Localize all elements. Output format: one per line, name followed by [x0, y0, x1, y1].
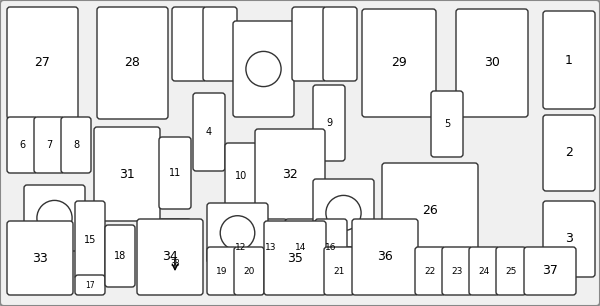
- FancyBboxPatch shape: [255, 219, 287, 277]
- FancyBboxPatch shape: [207, 247, 237, 295]
- Text: 28: 28: [125, 57, 140, 69]
- FancyBboxPatch shape: [7, 117, 37, 173]
- Text: 37: 37: [542, 264, 558, 278]
- FancyBboxPatch shape: [323, 7, 357, 81]
- FancyBboxPatch shape: [159, 219, 191, 277]
- FancyBboxPatch shape: [543, 201, 595, 277]
- FancyBboxPatch shape: [172, 7, 206, 81]
- Text: 32: 32: [282, 169, 298, 181]
- FancyBboxPatch shape: [382, 163, 478, 259]
- FancyBboxPatch shape: [415, 247, 445, 295]
- FancyBboxPatch shape: [543, 115, 595, 191]
- Text: 16: 16: [325, 244, 337, 252]
- FancyBboxPatch shape: [234, 247, 264, 295]
- Text: 27: 27: [35, 57, 50, 69]
- Text: 12: 12: [235, 244, 247, 252]
- Text: 31: 31: [119, 167, 135, 181]
- FancyBboxPatch shape: [285, 219, 317, 277]
- FancyBboxPatch shape: [524, 247, 576, 295]
- Circle shape: [326, 196, 361, 231]
- FancyBboxPatch shape: [442, 247, 472, 295]
- FancyBboxPatch shape: [159, 137, 191, 209]
- FancyBboxPatch shape: [313, 85, 345, 161]
- FancyBboxPatch shape: [7, 7, 78, 119]
- Text: 36: 36: [377, 251, 393, 263]
- FancyBboxPatch shape: [233, 21, 294, 117]
- Text: 13: 13: [265, 244, 277, 252]
- Text: 18: 18: [114, 251, 126, 261]
- FancyBboxPatch shape: [75, 275, 105, 295]
- Text: 9: 9: [326, 118, 332, 128]
- FancyBboxPatch shape: [61, 117, 91, 173]
- Text: 14: 14: [295, 244, 307, 252]
- FancyBboxPatch shape: [352, 219, 418, 295]
- Text: 6: 6: [19, 140, 25, 150]
- Text: 19: 19: [216, 267, 228, 275]
- FancyBboxPatch shape: [362, 9, 436, 117]
- Text: 10: 10: [235, 171, 247, 181]
- FancyBboxPatch shape: [469, 247, 499, 295]
- FancyBboxPatch shape: [34, 117, 64, 173]
- Circle shape: [37, 200, 72, 236]
- FancyBboxPatch shape: [456, 9, 528, 117]
- FancyBboxPatch shape: [264, 221, 326, 295]
- Text: 11: 11: [169, 168, 181, 178]
- FancyBboxPatch shape: [207, 203, 268, 263]
- FancyBboxPatch shape: [75, 201, 105, 279]
- FancyBboxPatch shape: [193, 93, 225, 171]
- FancyBboxPatch shape: [431, 91, 463, 157]
- Circle shape: [220, 216, 255, 250]
- Text: 34: 34: [162, 251, 178, 263]
- Text: 17: 17: [85, 281, 95, 289]
- Text: 20: 20: [244, 267, 254, 275]
- FancyBboxPatch shape: [292, 7, 326, 81]
- FancyBboxPatch shape: [105, 225, 135, 287]
- Text: 7: 7: [46, 140, 52, 150]
- Text: 21: 21: [334, 267, 344, 275]
- Text: 35: 35: [287, 252, 303, 264]
- Text: 26: 26: [422, 204, 438, 218]
- FancyBboxPatch shape: [97, 7, 168, 119]
- FancyBboxPatch shape: [543, 11, 595, 109]
- Text: 23: 23: [451, 267, 463, 275]
- Text: 33: 33: [32, 252, 48, 264]
- FancyBboxPatch shape: [225, 143, 257, 209]
- Text: 25: 25: [505, 267, 517, 275]
- FancyBboxPatch shape: [137, 219, 203, 295]
- Text: 1: 1: [565, 54, 573, 66]
- FancyBboxPatch shape: [7, 221, 73, 295]
- FancyBboxPatch shape: [94, 127, 160, 221]
- FancyBboxPatch shape: [225, 219, 257, 277]
- FancyBboxPatch shape: [203, 7, 237, 81]
- FancyBboxPatch shape: [24, 185, 85, 251]
- Text: 2: 2: [565, 147, 573, 159]
- FancyBboxPatch shape: [324, 247, 354, 295]
- FancyBboxPatch shape: [496, 247, 526, 295]
- FancyBboxPatch shape: [313, 179, 374, 247]
- Text: 5: 5: [444, 119, 450, 129]
- Circle shape: [246, 51, 281, 87]
- Text: 29: 29: [391, 57, 407, 69]
- Text: 8: 8: [73, 140, 79, 150]
- FancyBboxPatch shape: [315, 219, 347, 277]
- Text: 22: 22: [424, 267, 436, 275]
- Text: 3: 3: [565, 233, 573, 245]
- Text: 38: 38: [170, 259, 180, 268]
- Text: 24: 24: [478, 267, 490, 275]
- FancyBboxPatch shape: [255, 129, 325, 221]
- Text: 4: 4: [206, 127, 212, 137]
- Text: 30: 30: [484, 57, 500, 69]
- Text: 15: 15: [84, 235, 96, 245]
